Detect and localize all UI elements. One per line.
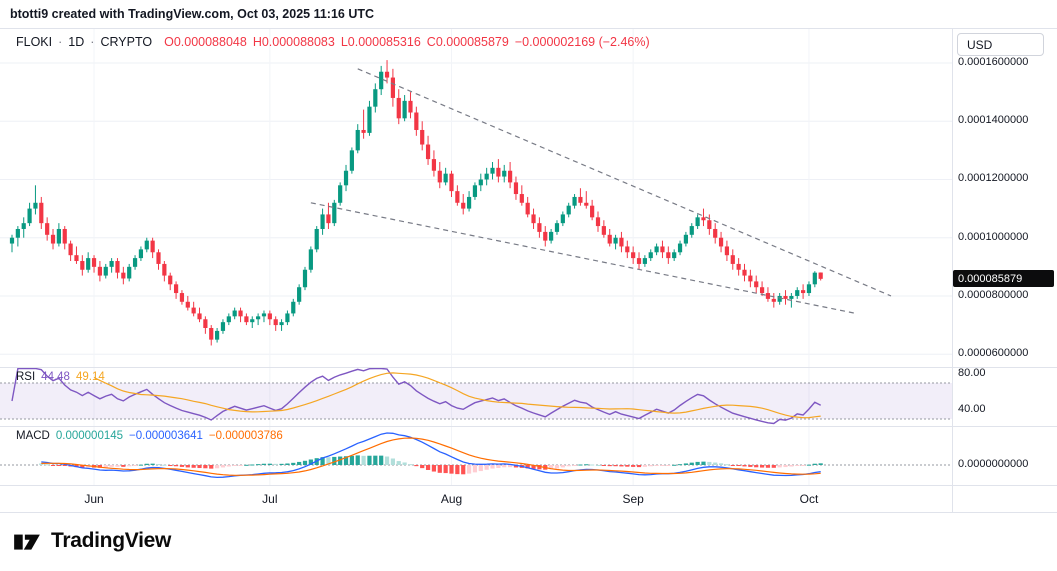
last-price-badge: 0.000085879 <box>953 270 1054 288</box>
macd-indicator-label[interactable]: MACD <box>16 430 50 442</box>
separator-dot: · <box>90 35 95 49</box>
rsi-value: 44.48 <box>41 371 70 383</box>
macd-histogram-value: 0.000000145 <box>55 430 124 442</box>
separator-dot: · <box>58 35 63 49</box>
ohlc-close-value: C0.000085879 <box>426 35 509 49</box>
timeframe-label[interactable]: 1D <box>68 35 85 49</box>
ohlc-open-value: O0.000088048 <box>164 35 247 49</box>
currency-label: USD <box>967 37 993 52</box>
tradingview-logo-icon <box>14 534 40 550</box>
attribution-text: btotti9 created with TradingView.com, Oc… <box>10 7 375 21</box>
rsi-ma-value: 49.14 <box>75 371 105 383</box>
chart-canvas[interactable] <box>0 0 1057 520</box>
exchange-label[interactable]: CRYPTO <box>100 35 153 49</box>
currency-toggle-button[interactable]: USD <box>957 33 1044 56</box>
ohlc-low-value: L0.000085316 <box>340 35 421 49</box>
rsi-legend-row: RSI 44.48 49.14 <box>16 371 105 383</box>
ohlc-high-value: H0.000088083 <box>252 35 335 49</box>
macd-legend-row: MACD 0.000000145 −0.000003641 −0.0000037… <box>16 430 283 442</box>
rsi-indicator-label[interactable]: RSI <box>16 371 36 383</box>
brand-name: TradingView <box>51 529 172 552</box>
symbol-legend-row: FLOKI · 1D · CRYPTO O0.000088048 H0.0000… <box>16 35 650 49</box>
price-change-value: −0.000002169 (−2.46%) <box>514 35 650 49</box>
macd-line-value: −0.000003641 <box>129 430 203 442</box>
footer-brand: TradingView <box>12 526 171 556</box>
time-axis[interactable] <box>0 486 952 512</box>
macd-signal-value: −0.000003786 <box>208 430 283 442</box>
symbol-name[interactable]: FLOKI <box>16 35 53 49</box>
